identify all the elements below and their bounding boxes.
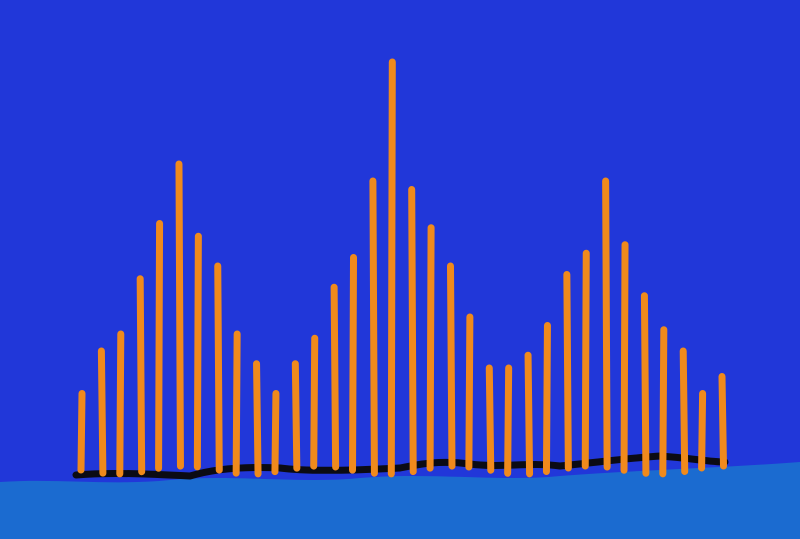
bar-stroke	[214, 262, 223, 474]
bar-stroke	[369, 177, 378, 477]
bar-stroke	[97, 347, 107, 477]
bar-stroke	[426, 224, 435, 472]
bar-stroke	[408, 186, 417, 476]
bar-stroke	[349, 254, 358, 474]
bar-stroke	[155, 220, 164, 472]
bar-stroke	[640, 292, 650, 477]
bar-stroke	[718, 373, 727, 470]
bar-stroke	[77, 390, 86, 474]
bar-stroke	[253, 360, 262, 478]
bar-stroke	[330, 283, 340, 471]
bar-stroke	[232, 330, 241, 477]
bar-stroke	[465, 313, 474, 471]
bar-strokes	[77, 58, 727, 478]
bar-stroke	[271, 390, 280, 476]
bar-stroke	[175, 160, 184, 470]
bar-stroke	[310, 334, 319, 470]
bar-stroke	[291, 360, 301, 472]
bar-stroke	[136, 275, 146, 476]
bar-stroke	[659, 326, 668, 478]
bar-stroke	[116, 330, 125, 478]
bar-stroke	[446, 262, 456, 470]
bar-stroke	[387, 58, 396, 478]
bar-stroke	[485, 364, 495, 474]
bar-stroke	[193, 232, 202, 471]
bar-stroke	[698, 390, 707, 472]
bar-stroke	[602, 177, 611, 471]
bar-stroke	[542, 322, 551, 476]
baseline-stroke	[72, 452, 729, 480]
bar-stroke	[524, 351, 534, 478]
ground-band	[0, 462, 800, 539]
bar-stroke	[504, 364, 513, 477]
bar-stroke	[620, 241, 629, 474]
bar-stroke	[581, 249, 590, 470]
bar-stroke	[563, 271, 572, 472]
bar-stroke	[679, 347, 689, 475]
